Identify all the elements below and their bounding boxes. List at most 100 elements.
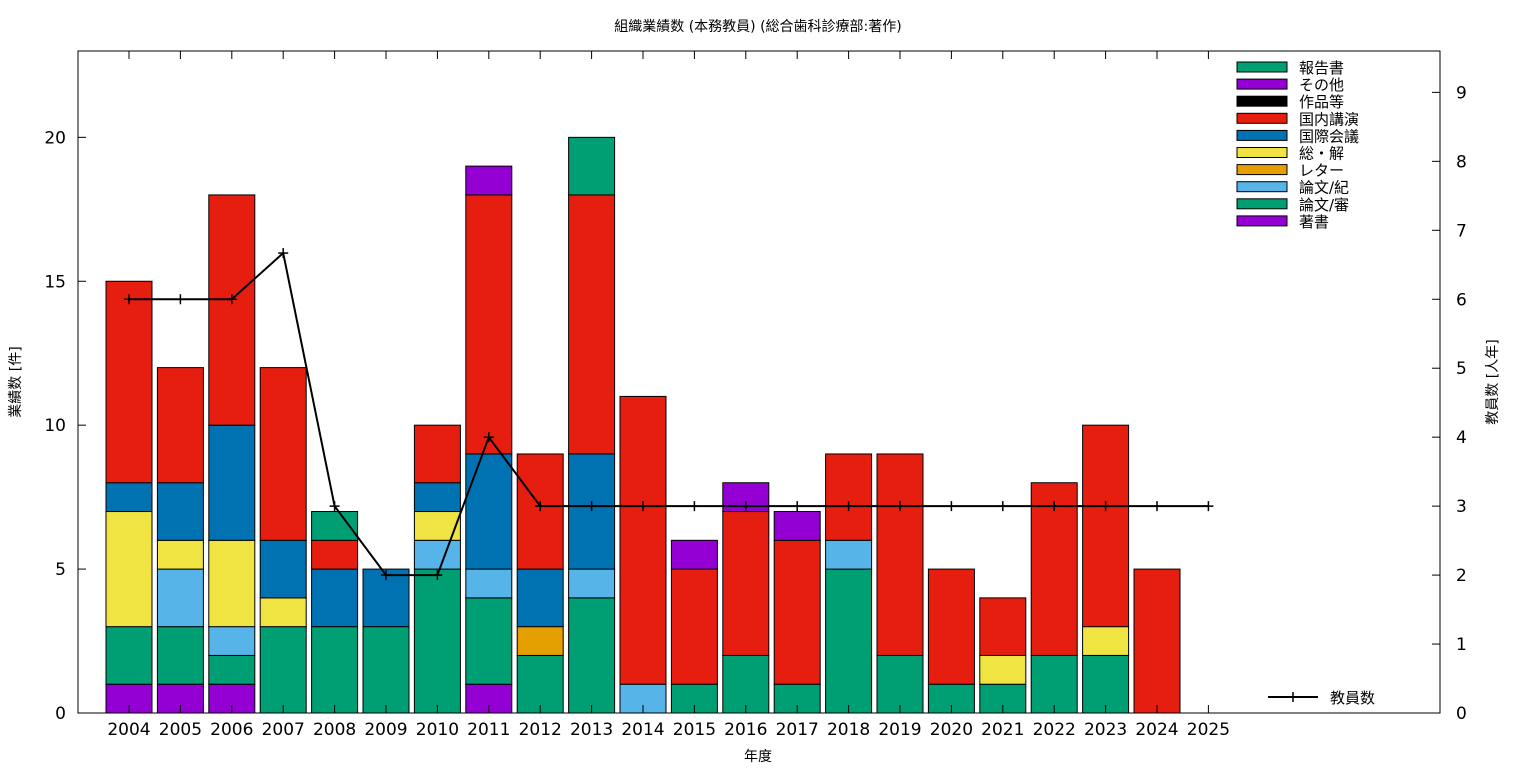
x-tick-label: 2004 xyxy=(107,720,150,740)
bar-segment xyxy=(311,568,359,628)
x-tick-label: 2011 xyxy=(467,720,510,740)
x-tick-label: 2009 xyxy=(364,720,407,740)
legend-swatch xyxy=(1236,78,1288,90)
bar-segment xyxy=(568,597,616,714)
line-point xyxy=(843,501,854,512)
bar-segment xyxy=(979,597,1027,656)
legend-swatch xyxy=(1236,198,1288,210)
bar-segment xyxy=(259,539,307,599)
bar-segment xyxy=(516,453,564,570)
bar-segment xyxy=(105,482,153,513)
line-point xyxy=(895,501,905,512)
legend-item: 論文/紀 xyxy=(1236,179,1349,197)
line-point xyxy=(946,501,957,512)
y-tick-label: 0 xyxy=(55,704,66,724)
bar-segment xyxy=(311,511,359,541)
x-tick-label: 2006 xyxy=(210,720,253,740)
bar-segment xyxy=(927,568,975,685)
y-tick-label: 20 xyxy=(44,128,66,148)
line-point xyxy=(997,501,1008,512)
bar-segment xyxy=(1082,654,1130,714)
bar-segment xyxy=(413,539,461,570)
y2-tick-label: 8 xyxy=(1456,152,1467,172)
x-tick-label: 2023 xyxy=(1084,720,1127,740)
x-tick-label: 2012 xyxy=(519,720,562,740)
x-axis-label: 年度 xyxy=(744,749,772,765)
legend-label: 論文/紀 xyxy=(1299,179,1349,197)
line-point xyxy=(1203,501,1214,512)
bar-segment xyxy=(311,539,359,570)
bar-segment xyxy=(670,539,718,570)
bar-segment xyxy=(722,511,770,656)
line-point xyxy=(792,501,803,512)
legend-label: 論文/審 xyxy=(1299,196,1349,214)
legend-item-line: 教員数 xyxy=(1268,689,1375,707)
x-tick-label: 2021 xyxy=(981,720,1024,740)
x-tick-label: 2013 xyxy=(570,720,613,740)
legend-label: 報告書 xyxy=(1299,59,1344,77)
legend-item: 著書 xyxy=(1236,213,1329,231)
bars-group xyxy=(105,136,1181,714)
x-tick-label: 2020 xyxy=(930,720,973,740)
bar-segment xyxy=(413,568,461,714)
line-point xyxy=(740,501,751,512)
teacher-count-line xyxy=(129,251,1209,577)
legend-swatch xyxy=(1236,164,1288,176)
bar-segment xyxy=(105,511,153,628)
bar-segment xyxy=(465,165,513,196)
line-point xyxy=(124,294,134,305)
bar-segment xyxy=(208,654,256,685)
line-point xyxy=(586,501,597,512)
legend-item: 国内講演 xyxy=(1236,110,1359,128)
x-tick-label: 2014 xyxy=(621,720,664,740)
x-tick-label: 2015 xyxy=(673,720,716,740)
bar-segment xyxy=(208,424,256,541)
legend-label: 教員数 xyxy=(1330,689,1375,707)
y2-tick-label: 4 xyxy=(1456,428,1467,448)
legend-swatch xyxy=(1236,181,1288,193)
bar-segment xyxy=(413,511,461,541)
bar-segment xyxy=(259,626,307,714)
bar-segment xyxy=(1082,424,1130,628)
legend-swatch xyxy=(1236,215,1288,227)
line-group xyxy=(124,248,1214,581)
bar-segment xyxy=(156,626,204,685)
bar-segment xyxy=(568,568,616,599)
x-tick-label: 2024 xyxy=(1135,720,1178,740)
bar-segment xyxy=(465,453,513,570)
bar-segment xyxy=(465,568,513,599)
y2-tick-label: 1 xyxy=(1456,635,1467,655)
legend-item: 国際会議 xyxy=(1236,127,1359,145)
line-point xyxy=(381,570,391,581)
x-tick-label: 2025 xyxy=(1187,720,1230,740)
legend-item: その他 xyxy=(1236,76,1344,94)
bar-segment xyxy=(311,626,359,714)
legend-label: その他 xyxy=(1299,76,1344,94)
bar-segment xyxy=(722,654,770,714)
bar-segment xyxy=(516,654,564,714)
legend-item: 作品等 xyxy=(1236,93,1344,111)
legend-label: 総・解 xyxy=(1299,145,1344,163)
x-tick-label: 2022 xyxy=(1033,720,1076,740)
legend-swatch xyxy=(1236,61,1288,73)
bar-segment xyxy=(105,626,153,685)
y2-tick-label: 5 xyxy=(1456,359,1467,379)
x-tick-label: 2016 xyxy=(724,720,767,740)
axes-group: 0 5 10 15 20 0 1 2 3 4 5 6 7 8 9 2004 2005 2006 2007 2008 20… xyxy=(44,50,1467,740)
line-point xyxy=(432,570,443,581)
legend-swatch xyxy=(1236,112,1288,124)
bar-segment xyxy=(1082,626,1130,656)
line-point xyxy=(1100,501,1111,512)
y-axis-label: 業績数 [件] xyxy=(8,346,24,417)
bar-segment xyxy=(568,136,616,196)
bar-segment xyxy=(259,367,307,541)
line-point xyxy=(535,501,546,512)
legend-item: 報告書 xyxy=(1236,59,1344,77)
bar-segment xyxy=(619,395,667,685)
bar-segment xyxy=(105,280,153,484)
y2-tick-label: 7 xyxy=(1456,221,1467,241)
legend-swatch xyxy=(1236,129,1288,141)
chart-title: 組織業績数 (本務教員) (総合歯科診療部:著作) xyxy=(614,18,901,35)
legend-label: 国内講演 xyxy=(1299,110,1359,128)
